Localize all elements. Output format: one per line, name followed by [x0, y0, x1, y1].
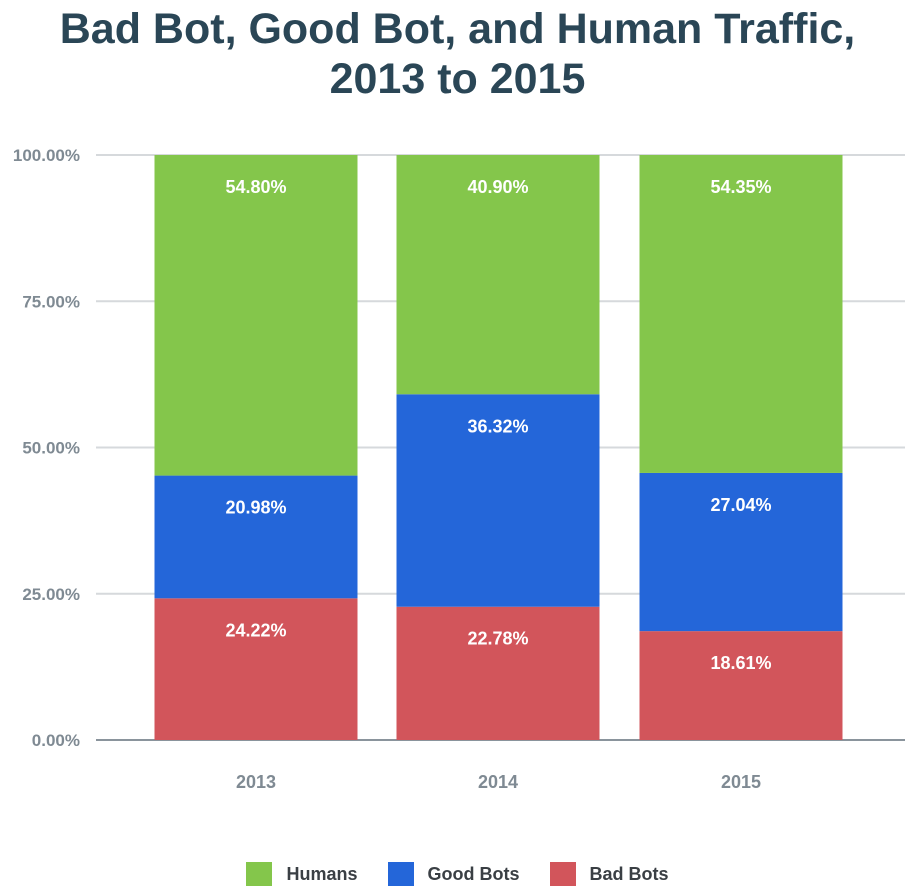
legend-item-bad-bots: Bad Bots	[549, 862, 669, 886]
legend-label-humans: Humans	[286, 863, 358, 884]
bar-good-bots-2014	[396, 394, 600, 607]
legend-label-bad-bots: Bad Bots	[589, 863, 669, 884]
bar-bad-bots-2013	[154, 598, 358, 740]
bar-good-bots-2015	[639, 472, 843, 632]
y-tick-label: 100.00%	[13, 146, 80, 165]
y-tick-label: 0.00%	[32, 731, 80, 750]
y-tick-label: 75.00%	[22, 292, 80, 311]
data-label-bad-bots-2015: 18.61%	[710, 653, 771, 673]
data-label-humans-2015: 54.35%	[710, 177, 771, 197]
x-tick-label-2013: 2013	[236, 772, 276, 792]
data-label-bad-bots-2014: 22.78%	[467, 629, 528, 649]
legend-item-humans: Humans	[246, 862, 358, 886]
y-tick-label: 25.00%	[22, 585, 80, 604]
data-label-good-bots-2015: 27.04%	[710, 495, 771, 515]
bar-humans-2013	[154, 155, 358, 476]
x-tick-label-2014: 2014	[478, 772, 518, 792]
bar-bad-bots-2015	[639, 631, 843, 740]
data-label-good-bots-2014: 36.32%	[467, 416, 528, 436]
y-axis-ticks: 0.00% 25.00% 50.00% 75.00% 100.00%	[13, 146, 80, 750]
bar-good-bots-2013	[154, 475, 358, 599]
data-labels: 24.22% 20.98% 54.80% 22.78% 36.32% 40.90% 18.6…	[225, 177, 771, 673]
legend: Humans Good Bots Bad Bots	[0, 862, 915, 886]
bars	[154, 155, 843, 740]
bar-humans-2015	[639, 155, 843, 473]
chart-title-line-2: 2013 to 2015	[329, 55, 586, 103]
data-label-good-bots-2013: 20.98%	[225, 498, 286, 518]
bar-humans-2014	[396, 155, 600, 395]
chart-title: Bad Bot, Good Bot, and Human Traffic, 20…	[0, 4, 915, 104]
legend-swatch-humans	[246, 862, 273, 886]
legend-swatch-bad-bots	[549, 862, 576, 886]
bar-bad-bots-2014	[396, 606, 600, 740]
y-tick-label: 50.00%	[22, 439, 80, 458]
data-label-humans-2014: 40.90%	[467, 177, 528, 197]
legend-item-good-bots: Good Bots	[387, 862, 520, 886]
x-tick-label-2015: 2015	[721, 772, 761, 792]
data-label-bad-bots-2013: 24.22%	[225, 620, 286, 640]
x-axis-ticks: 2013 2014 2015	[236, 772, 761, 792]
data-label-humans-2013: 54.80%	[225, 177, 286, 197]
legend-label-good-bots: Good Bots	[427, 863, 520, 884]
stacked-bar-chart: 0.00% 25.00% 50.00% 75.00% 100.00% 24.22% 20.…	[13, 146, 905, 792]
legend-swatch-good-bots	[387, 862, 414, 886]
chart-title-line-1: Bad Bot, Good Bot, and Human Traffic,	[59, 5, 856, 53]
